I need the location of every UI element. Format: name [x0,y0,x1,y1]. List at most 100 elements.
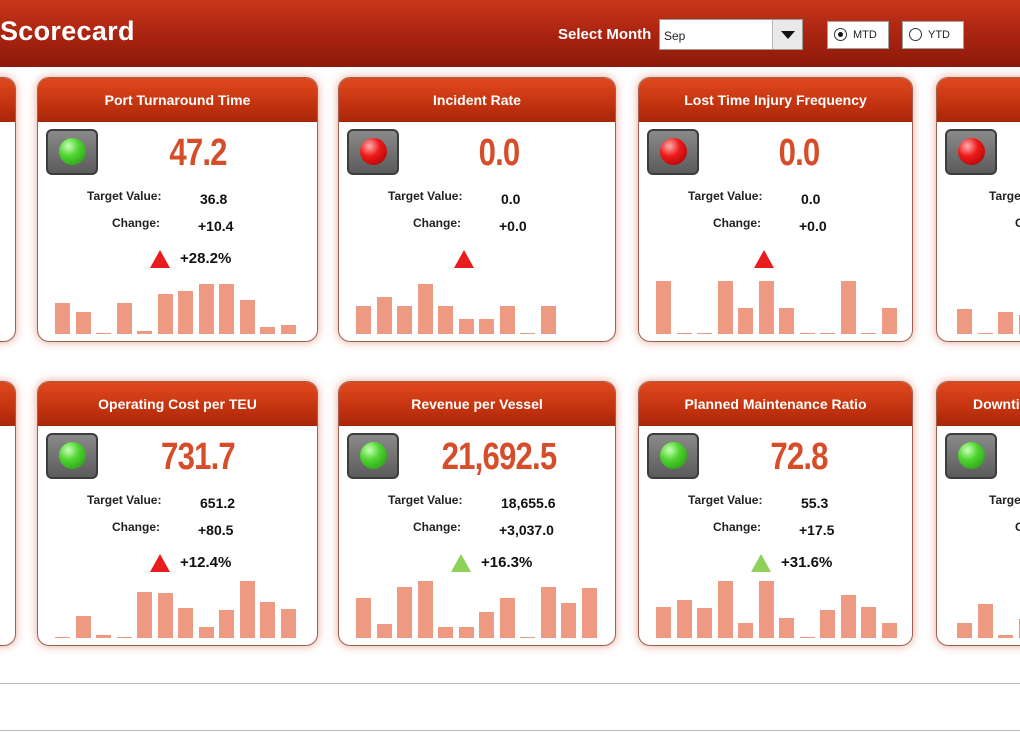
dropdown-button[interactable] [772,20,802,49]
green-light-icon [958,442,985,469]
kpi-value: 21,692.5 [441,436,558,478]
kpi-card-title [937,78,1020,122]
target-label: Target Value: [388,189,463,203]
trend-bar [239,299,255,334]
trend-bar [397,306,412,334]
trend-bar [697,608,712,638]
trend-bar [75,616,91,638]
change-label: Change: [413,216,461,230]
trend-up-arrow-icon [451,554,471,572]
trend-bar [820,333,835,334]
trend-bar [178,290,193,334]
change-percent: +31.6% [781,554,833,571]
change-value: +80.5 [198,522,234,538]
status-light [46,129,98,175]
trend-bar [840,281,856,334]
target-value: 0.0 [501,191,521,207]
change-label: Change: [413,520,461,534]
ytd-radio[interactable]: YTD [902,21,964,49]
trend-bar [356,597,371,638]
trend-bar [676,333,692,334]
red-light-icon [360,138,387,165]
target-label: Target Value: [688,189,763,203]
change-label: Change: [713,520,761,534]
kpi-card: Revenue per Vessel 21,692.5 Target Value: 1… [338,381,616,646]
bottom-panel [0,683,1020,731]
red-light-icon [958,138,985,165]
kpi-card-title: Operating Cost per TEU [38,382,317,426]
change-label: Change: [112,216,160,230]
target-label: Target [989,493,1020,507]
trend-bar [55,303,70,334]
trend-bar [957,309,972,334]
trend-bar [861,333,876,334]
status-light [347,129,399,175]
trend-bar [957,622,972,638]
kpi-card: Incident Rate 0.0 Target Value: 0.0 Change: +… [338,77,616,342]
trend-bar [417,284,433,334]
trend-up-arrow-icon [751,554,771,572]
trend-bar [376,296,392,334]
trend-up-arrow-icon [754,250,774,268]
month-dropdown[interactable]: Sep [659,19,803,50]
trend-bar [137,591,152,638]
target-label: Target Value: [688,493,763,507]
green-light-icon [59,138,86,165]
trend-bar [861,607,876,638]
trend-bar [178,608,193,638]
kpi-value: 47.2 [169,132,227,174]
trend-bar [96,634,111,638]
trend-bar [438,306,453,334]
trend-bar [1018,619,1020,638]
kpi-card: Targe C [936,77,1020,342]
change-label: Change: [112,520,160,534]
trend-bar [779,618,794,638]
radio-selected-icon [834,28,847,41]
trend-bar [260,602,275,638]
trend-bar [157,593,173,638]
kpi-card-title: Planned Maintenance Ratio [639,382,912,426]
change-label: C [1015,216,1020,230]
trend-bar [540,586,556,638]
change-label: Change: [713,216,761,230]
red-light-icon [660,138,687,165]
trend-bar [799,333,815,334]
change-value: +0.0 [499,218,527,234]
trend-bar [977,603,993,638]
green-light-icon [59,442,86,469]
target-label: Targe [989,189,1020,203]
trend-bar [656,607,671,638]
trend-bar [738,307,753,334]
trend-bar [458,626,474,638]
status-light [347,433,399,479]
trend-bar [676,599,692,638]
trend-bar [260,326,275,334]
trend-up-arrow-icon [150,250,170,268]
trend-bar [540,306,556,334]
kpi-card-title: Revenue per Vessel [339,382,615,426]
trend-bar [1018,315,1020,334]
change-label: C [1015,520,1020,534]
trend-bar [219,610,234,638]
kpi-card-partial-left [0,381,16,646]
change-percent: +16.3% [481,554,533,571]
trend-bar [697,333,712,334]
page-title: Scorecard [0,16,135,46]
trend-bar [881,622,897,638]
chevron-down-icon [781,31,795,39]
kpi-value: 72.8 [770,436,828,478]
target-value: 18,655.6 [501,495,556,511]
target-value: 55.3 [801,495,829,511]
green-light-icon [660,442,687,469]
trend-up-arrow-icon [150,554,170,572]
trend-bar [280,608,296,638]
status-light [945,433,997,479]
trend-bar [881,307,897,334]
green-light-icon [360,442,387,469]
trend-bar [520,333,535,334]
mtd-radio[interactable]: MTD [827,21,889,49]
kpi-card: Operating Cost per TEU 731.7 Target Value:… [37,381,318,646]
trend-bar [376,624,392,638]
target-value: 651.2 [200,495,236,511]
trend-bar [137,330,152,334]
